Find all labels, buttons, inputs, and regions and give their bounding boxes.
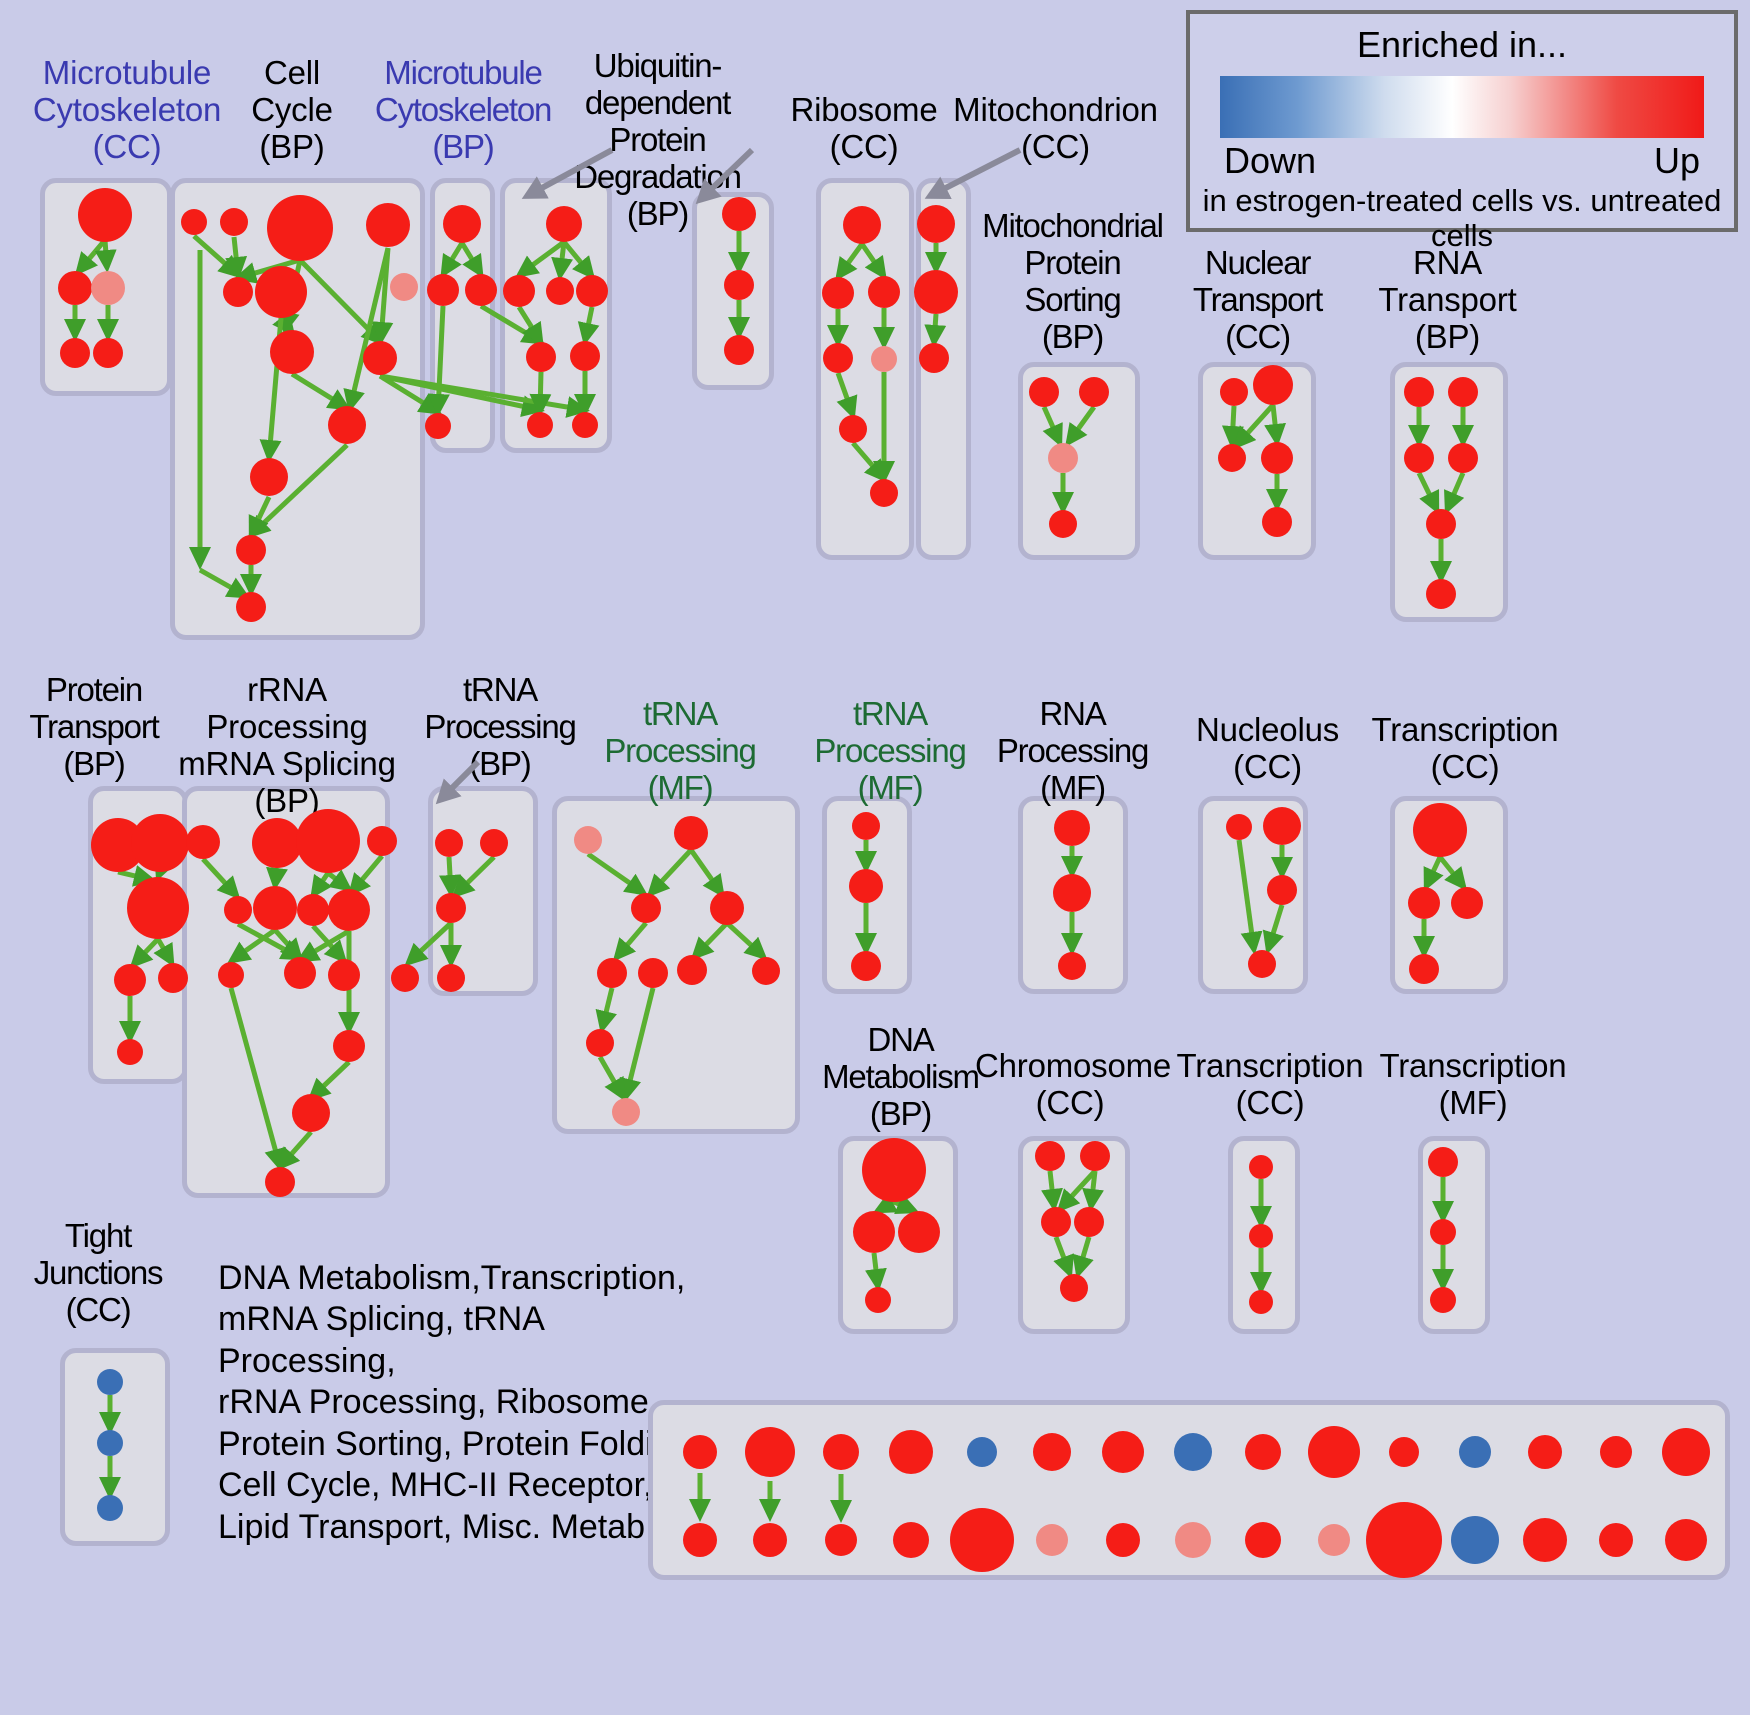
- cluster-box-rna-processing-mf[interactable]: [1018, 796, 1128, 994]
- legend-caption: in estrogen-treated cells vs. untreated …: [1202, 183, 1722, 253]
- cluster-label-trna-processing-bp: tRNA Processing (BP): [424, 671, 576, 782]
- cluster-box-ribosome-cc[interactable]: [816, 178, 914, 560]
- cluster-box-transcription-mf[interactable]: [1418, 1136, 1490, 1334]
- cluster-box-trna-processing-mf-2[interactable]: [822, 796, 912, 994]
- cluster-label-ribosome-cc: Ribosome (CC): [790, 91, 938, 165]
- cluster-box-chromosome-cc[interactable]: [1018, 1136, 1130, 1334]
- legend-low-label: Down: [1224, 140, 1317, 181]
- cluster-label-dna-metabolism-bp: DNA Metabolism (BP): [822, 1021, 980, 1132]
- cluster-box-ubiquitin-second-box[interactable]: [692, 192, 774, 390]
- cluster-label-trna-processing-mf-2: tRNA Processing (MF): [814, 695, 966, 806]
- cluster-box-dna-metabolism-bp[interactable]: [838, 1136, 958, 1334]
- legend-high-label: Up: [1653, 140, 1700, 181]
- cluster-box-protein-transport-bp[interactable]: [88, 786, 188, 1084]
- cluster-label-mitochondrion-cc: Mitochondrion (CC): [953, 91, 1158, 165]
- cluster-box-transcription-cc-top[interactable]: [1390, 796, 1508, 994]
- cluster-box-misc-strip[interactable]: [648, 1400, 1730, 1580]
- cluster-label-transcription-cc-bottom: Transcription (CC): [1176, 1047, 1364, 1121]
- cluster-label-tight-junctions-cc: Tight Junctions (CC): [33, 1217, 164, 1328]
- go-term-node[interactable]: [391, 964, 419, 992]
- cluster-label-trna-processing-mf-1: tRNA Processing (MF): [604, 695, 756, 806]
- legend-title: Enriched in...: [1356, 24, 1568, 65]
- cluster-box-rna-transport-bp[interactable]: [1390, 362, 1508, 622]
- cluster-box-rrna-mrna-bp[interactable]: [182, 786, 390, 1198]
- cluster-label-rna-transport-bp: RNA Transport (BP): [1378, 244, 1517, 355]
- cluster-label-mitochondrial-protein-sorting-bp: Mitochondrial Protein Sorting (BP): [982, 207, 1164, 355]
- legend-panel: Enriched in... Down Up in estrogen-treat…: [1186, 10, 1738, 253]
- cluster-box-microtubule-cytoskeleton-bp[interactable]: [430, 178, 495, 453]
- cluster-label-cell-cycle-bp: Cell Cycle (BP): [251, 54, 333, 165]
- cluster-label-rna-processing-mf: RNA Processing (MF): [996, 695, 1149, 806]
- legend-color-bar: [1220, 76, 1704, 138]
- cluster-label-microtubule-cytoskeleton-bp: Microtubule Cytoskeleton (BP): [374, 54, 553, 165]
- cluster-box-nuclear-transport-cc[interactable]: [1198, 362, 1316, 560]
- cluster-box-cell-cycle-bp[interactable]: [170, 178, 425, 640]
- cluster-box-transcription-cc-bottom[interactable]: [1228, 1136, 1300, 1334]
- cluster-label-chromosome-cc: Chromosome (CC): [975, 1047, 1172, 1121]
- cluster-box-trna-processing-mf-1[interactable]: [552, 796, 800, 1134]
- cluster-box-mitochondrion-cc[interactable]: [916, 178, 971, 560]
- cluster-box-trna-processing-bp[interactable]: [428, 786, 538, 996]
- cluster-label-transcription-cc-top: Transcription (CC): [1371, 711, 1559, 785]
- cluster-box-microtubule-cytoskeleton-cc[interactable]: [40, 178, 172, 396]
- cluster-label-transcription-mf: Transcription (MF): [1379, 1047, 1567, 1121]
- cluster-box-mitochondrial-protein-sorting-bp[interactable]: [1018, 362, 1140, 560]
- cluster-box-tight-junctions-cc[interactable]: [60, 1348, 170, 1546]
- cluster-box-nucleolus-cc[interactable]: [1198, 796, 1308, 994]
- cluster-label-protein-transport-bp: Protein Transport (BP): [29, 671, 159, 782]
- cluster-label-nucleolus-cc: Nucleolus (CC): [1195, 711, 1340, 785]
- cluster-label-rrna-mrna-bp: rRNA Processing mRNA Splicing (BP): [178, 671, 396, 819]
- summary-text-block: DNA Metabolism,Transcription, mRNA Splic…: [218, 1259, 700, 1546]
- cluster-label-nuclear-transport-cc: Nuclear Transport (CC): [1192, 244, 1323, 355]
- cluster-label-microtubule-cytoskeleton-cc: Microtubule Cytoskeleton (CC): [32, 54, 222, 165]
